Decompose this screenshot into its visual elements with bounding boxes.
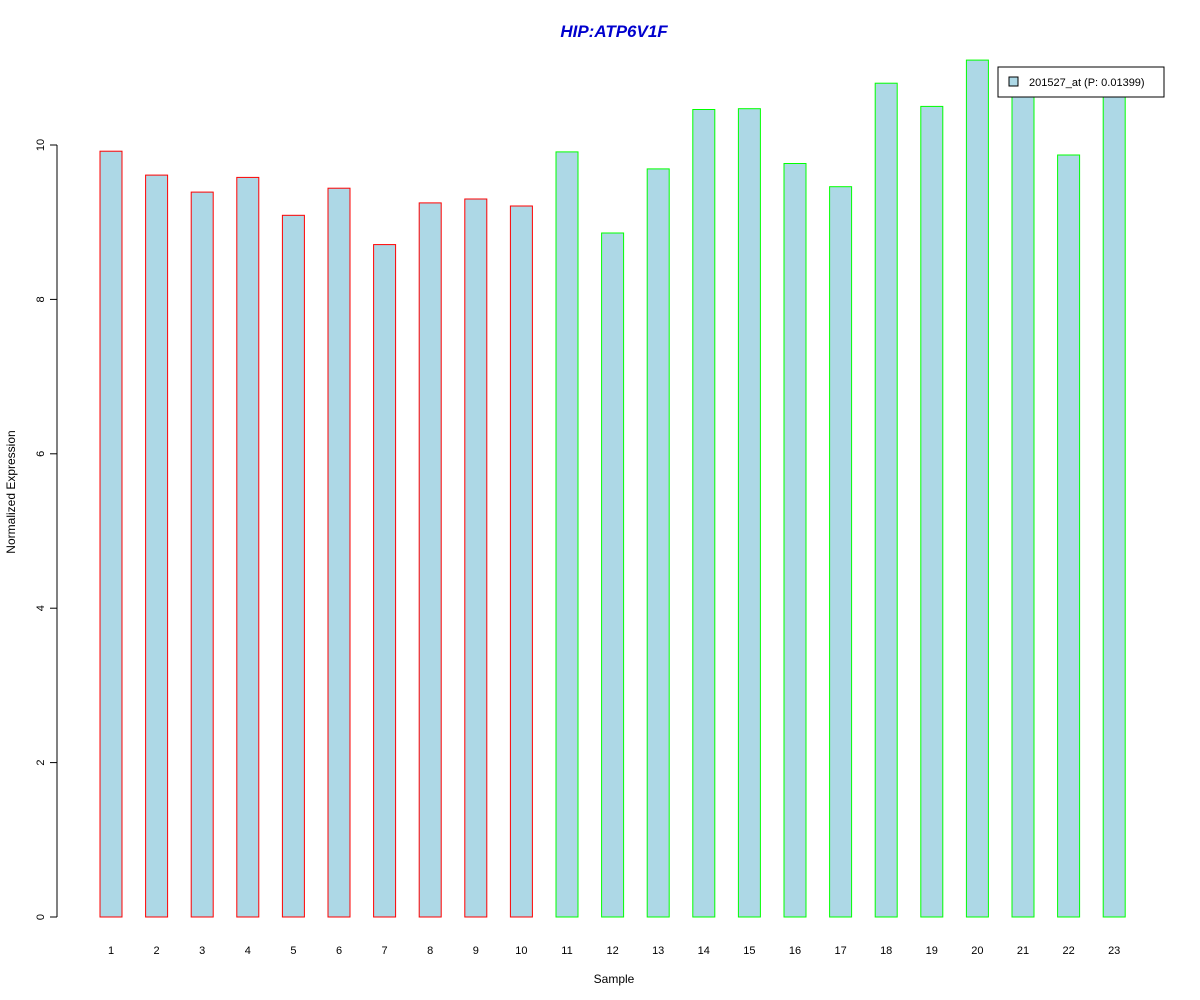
bar-sample-12 xyxy=(601,232,625,918)
y-tick-label: 6 xyxy=(35,451,47,457)
x-tick-label: 6 xyxy=(336,945,342,957)
y-axis-label: Normalized Expression xyxy=(4,430,18,553)
bar-sample-16 xyxy=(783,163,807,918)
bar-sample-14 xyxy=(692,109,716,918)
bar-sample-23 xyxy=(1102,90,1126,918)
x-tick-label: 12 xyxy=(606,945,618,957)
bar-sample-17 xyxy=(829,186,853,918)
y-axis: 0 2 4 6 8 10 xyxy=(35,139,58,920)
x-tick-label: 7 xyxy=(382,945,388,957)
x-axis-label: Sample xyxy=(594,972,635,986)
x-tick-label: 11 xyxy=(561,945,572,957)
bar-sample-11 xyxy=(555,151,579,918)
bar-sample-4 xyxy=(236,176,260,918)
x-tick-label: 2 xyxy=(154,945,160,957)
x-tick-label: 19 xyxy=(926,945,938,957)
x-tick-label: 10 xyxy=(515,945,527,957)
bar-sample-6 xyxy=(327,187,351,918)
bar-sample-18 xyxy=(874,82,898,918)
x-tick-label: 18 xyxy=(880,945,892,957)
x-tick-label: 5 xyxy=(290,945,296,957)
bar-sample-9 xyxy=(464,198,488,918)
bar-sample-19 xyxy=(920,105,944,918)
y-tick-label: 2 xyxy=(35,760,47,766)
x-tick-label: 3 xyxy=(199,945,205,957)
bar-sample-2 xyxy=(145,174,169,918)
bars xyxy=(99,59,1126,918)
bar-sample-15 xyxy=(737,108,761,918)
bar-sample-21 xyxy=(1011,90,1035,918)
legend: 201527_at (P: 0.01399) xyxy=(997,66,1165,98)
y-tick-label: 10 xyxy=(35,139,47,151)
legend-swatch xyxy=(1008,76,1019,87)
bar-sample-8 xyxy=(418,202,442,918)
bar-sample-7 xyxy=(373,244,397,918)
x-tick-label: 1 xyxy=(108,945,114,957)
x-tick-label: 9 xyxy=(473,945,479,957)
x-tick-label: 20 xyxy=(971,945,983,957)
bar-sample-22 xyxy=(1057,154,1081,918)
x-tick-label: 16 xyxy=(789,945,801,957)
x-tick-label: 15 xyxy=(743,945,755,957)
legend-label: 201527_at (P: 0.01399) xyxy=(1029,77,1145,89)
bar-sample-10 xyxy=(509,205,533,918)
y-tick-label: 4 xyxy=(35,605,47,611)
x-tick-label: 4 xyxy=(245,945,251,957)
bar-sample-3 xyxy=(190,191,214,918)
bar-sample-20 xyxy=(965,59,989,918)
bar-sample-1 xyxy=(99,150,123,918)
x-tick-label: 14 xyxy=(698,945,710,957)
x-tick-labels: 1 2 3 4 5 6 7 8 9 10 11 12 13 14 15 16 17 18 19 20 21 22 23 xyxy=(108,945,1120,957)
x-tick-label: 23 xyxy=(1108,945,1120,957)
y-tick-label: 0 xyxy=(35,914,47,920)
x-tick-label: 22 xyxy=(1062,945,1074,957)
x-tick-label: 8 xyxy=(427,945,433,957)
bar-sample-13 xyxy=(646,168,670,918)
bar-sample-5 xyxy=(281,214,305,918)
x-tick-label: 21 xyxy=(1017,945,1029,957)
x-tick-label: 17 xyxy=(834,945,846,957)
y-tick-label: 8 xyxy=(35,296,47,302)
legend-box xyxy=(997,66,1165,98)
x-tick-label: 13 xyxy=(652,945,664,957)
chart-title: HIP:ATP6V1F xyxy=(560,22,668,41)
